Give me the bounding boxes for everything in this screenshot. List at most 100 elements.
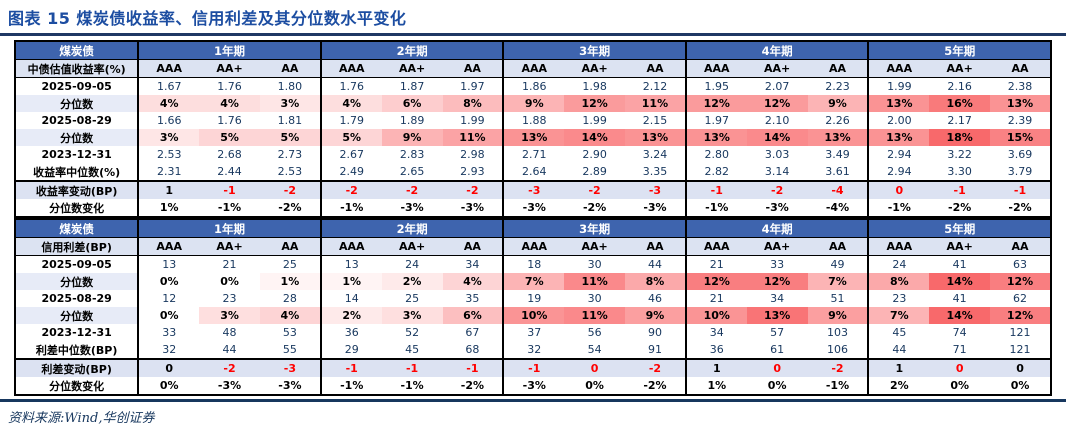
value-cell: 1.67	[137, 77, 200, 95]
value-cell: 2.98	[460, 148, 485, 161]
percentile-cell: 12%	[684, 95, 747, 112]
percentile-cell: 7%	[867, 307, 930, 324]
rating-header: AA+	[746, 237, 808, 256]
percentile-change-cell: -3%	[442, 199, 504, 217]
percentile-cell: 12%	[684, 273, 747, 290]
value-cell: 21	[684, 255, 747, 273]
percentile-cell: 12%	[564, 95, 626, 112]
value-cell: 34	[770, 292, 785, 305]
value-cell: 2.44	[199, 163, 260, 182]
value-cell: 1.87	[399, 80, 425, 93]
rating-header: AAA	[502, 237, 565, 256]
percentile-cell: 8%	[625, 273, 686, 290]
value-cell: 3.22	[947, 148, 972, 161]
percentile-cell: 2%	[319, 307, 382, 324]
percentile-change-cell: -1%	[319, 377, 382, 395]
value-cell: 2.94	[867, 146, 930, 163]
percentile-cell: 4%	[319, 95, 382, 112]
value-cell: 3.69	[1007, 148, 1033, 161]
value-cell: 2.10	[764, 114, 790, 127]
percentile-cell: 6%	[442, 307, 504, 324]
value-cell: 53	[282, 326, 297, 339]
percentile-cell: 9%	[807, 307, 869, 324]
value-cell: 63	[1013, 258, 1028, 271]
value-cell: 2.94	[867, 163, 930, 182]
table-row: 2023-12-31 2.53 2.68 2.73 2.67 2.83 2.98 2.71 2.…	[15, 146, 1051, 163]
value-cell: 2.71	[502, 146, 565, 163]
rating-header: AA+	[381, 237, 443, 256]
percentile-cell: 4%	[442, 273, 504, 290]
change-cell: -2	[319, 181, 382, 199]
rating-header: AA	[259, 59, 321, 78]
change-cell: -1	[502, 359, 565, 377]
rating-header: AA	[259, 237, 321, 256]
change-cell: -1	[929, 181, 991, 199]
rating-header-row: 信用利差(BP) AAA AA+ AA AAA AA+ AA AAA AA+ AA AAA AA+ AA…	[15, 237, 1051, 256]
value-cell: 24	[405, 258, 420, 271]
percentile-change-cell: 0%	[746, 377, 808, 395]
percentile-change-cell: -1%	[807, 377, 869, 395]
percentile-cell: 14%	[929, 307, 991, 324]
percentile-change-cell: -4%	[807, 199, 869, 217]
percentile-change-cell: -3%	[746, 199, 808, 217]
year-group-header: 3年期	[502, 219, 686, 238]
value-cell: 106	[807, 341, 869, 360]
row-label: 收益率变动(BP)	[15, 181, 139, 199]
value-cell: 121	[1009, 326, 1031, 339]
percentile-cell: 13%	[807, 129, 869, 146]
value-cell: 52	[405, 326, 420, 339]
change-cell: 1	[867, 359, 930, 377]
row-label: 2025-09-05	[41, 80, 112, 93]
value-cell: 45	[867, 324, 930, 341]
row-label: 利差变动(BP)	[15, 359, 139, 377]
value-cell: 3.24	[642, 148, 668, 161]
value-cell: 2.17	[947, 114, 972, 127]
value-cell: 30	[587, 292, 602, 305]
change-cell: 0	[867, 181, 930, 199]
rating-header: AAA	[684, 59, 747, 78]
row-label: 2025-09-05	[41, 258, 112, 271]
change-cell: -1	[442, 359, 504, 377]
percentile-cell: 11%	[564, 307, 626, 324]
change-cell: -4	[807, 181, 869, 199]
rating-header: AAA	[137, 237, 200, 256]
rating-header: AA	[990, 59, 1051, 78]
change-cell: -2	[259, 181, 321, 199]
change-cell: -2	[564, 181, 626, 199]
change-cell: -1	[684, 181, 747, 199]
value-cell: 2.65	[381, 163, 443, 182]
change-cell: -3	[502, 181, 565, 199]
rating-header: AA+	[929, 237, 991, 256]
percentile-cell: 11%	[442, 129, 504, 146]
percentile-change-cell: -1%	[381, 377, 443, 395]
value-cell: 1.95	[684, 77, 747, 95]
row-label: 分位数变化	[15, 199, 139, 217]
change-cell: -2	[625, 359, 686, 377]
value-cell: 1.76	[217, 80, 242, 93]
percentile-cell: 12%	[746, 273, 808, 290]
percentile-cell: 9%	[625, 307, 686, 324]
row-label: 2025-08-29	[41, 114, 112, 127]
percentile-change-cell: -2%	[259, 199, 321, 217]
corner-cell: 煤炭债	[15, 219, 139, 238]
row-label: 分位数变化	[15, 377, 139, 395]
percentile-cell: 0%	[137, 307, 200, 324]
rating-header: AA	[625, 59, 686, 78]
value-cell: 3.03	[764, 148, 790, 161]
value-cell: 49	[830, 258, 845, 271]
measure-label: 中债估值收益率(%)	[15, 59, 139, 78]
percentile-cell: 11%	[625, 95, 686, 112]
value-cell: 62	[1013, 292, 1028, 305]
rating-header: AAA	[502, 59, 565, 78]
rating-header: AA+	[746, 59, 808, 78]
percentile-change-cell: 1%	[137, 199, 200, 217]
percentile-cell: 8%	[867, 273, 930, 290]
value-cell: 32	[137, 341, 200, 360]
value-cell: 1.81	[277, 114, 303, 127]
percentile-change-cell: -2%	[625, 377, 686, 395]
value-cell: 2.12	[642, 80, 668, 93]
value-cell: 2.82	[684, 163, 747, 182]
rating-header: AA	[990, 237, 1051, 256]
year-group-header: 2年期	[319, 219, 504, 238]
change-cell: -1	[381, 359, 443, 377]
